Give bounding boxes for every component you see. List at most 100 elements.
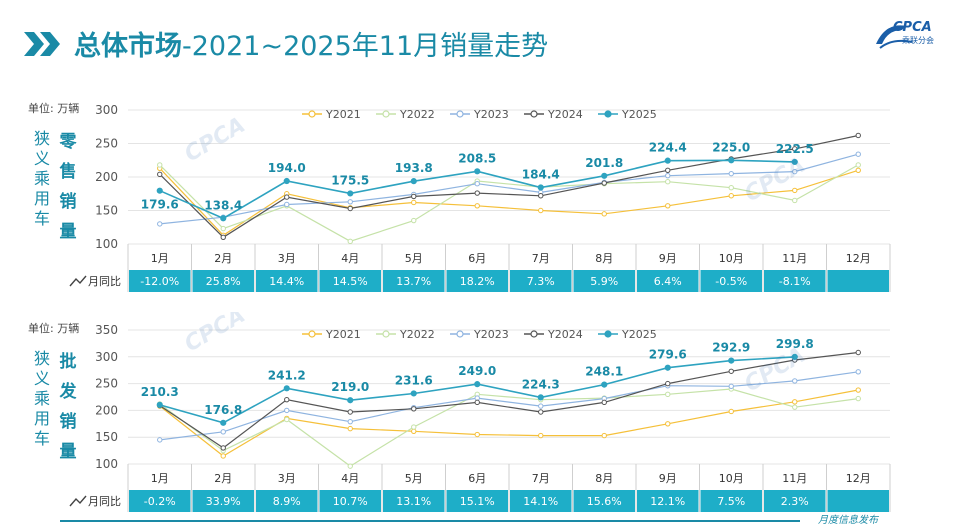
data-point-y2022 — [347, 238, 353, 245]
legend-swatch-marker — [604, 330, 612, 338]
data-point-y2025 — [601, 172, 608, 179]
data-point-y2025 — [791, 158, 798, 166]
data-label: 179.6 — [141, 198, 179, 212]
yoy-value: 25.8% — [206, 275, 241, 288]
yoy-value: 10.7% — [333, 495, 368, 508]
data-point-y2025 — [537, 394, 544, 401]
data-point-y2021 — [728, 193, 734, 199]
yoy-cell — [446, 490, 508, 512]
yoy-value: 13.7% — [396, 275, 431, 288]
y-tick-label: 250 — [95, 377, 118, 391]
watermark-text: CPCA — [181, 113, 250, 167]
data-point-y2024 — [157, 171, 163, 178]
legend-swatch-marker — [382, 330, 390, 338]
retail-panel: 单位: 万辆狭义乘用车 零售销量 100 150 200 250 300 1月 2月 3月 4月 5月… — [0, 92, 955, 294]
yoy-value: -8.1% — [779, 275, 811, 288]
title-bar: 总体市场-2021~2025年11月销量走势 CPCA 乘联分会 — [0, 0, 955, 72]
data-point-y2024 — [728, 368, 734, 374]
data-point-y2023 — [157, 221, 163, 227]
x-tick-label: 5月 — [405, 252, 423, 265]
data-point-y2021 — [474, 431, 480, 438]
x-tick-label: 12月 — [846, 252, 871, 265]
y-tick-label: 100 — [95, 237, 118, 251]
data-point-y2021 — [538, 432, 544, 439]
yoy-value: 7.5% — [717, 495, 745, 508]
yoy-value: 15.6% — [587, 495, 622, 508]
yoy-cell — [319, 490, 381, 512]
legend-label: Y2024 — [547, 108, 583, 121]
logo-text: CPCA — [893, 20, 932, 35]
data-point-y2024 — [347, 205, 353, 212]
data-point-y2022 — [411, 424, 417, 430]
data-point-y2024 — [601, 180, 607, 186]
data-point-y2025 — [728, 357, 735, 364]
data-point-y2024 — [538, 409, 544, 415]
data-point-y2023 — [855, 151, 861, 157]
data-point-y2024 — [855, 132, 861, 139]
side-label-char: 义 — [34, 369, 50, 388]
series-line-y2024 — [159, 351, 859, 449]
data-point-y2024 — [411, 193, 417, 200]
yoy-label: 月同比 — [88, 495, 121, 508]
data-point-y2022 — [665, 391, 671, 398]
x-tick-label: 1月 — [151, 252, 169, 265]
side-label-char: 车 — [34, 429, 50, 448]
data-point-y2025 — [601, 381, 608, 388]
data-point-y2021 — [538, 207, 544, 214]
data-label: 224.4 — [649, 141, 687, 155]
yoy-cell — [637, 490, 699, 512]
data-point-y2021 — [601, 211, 607, 217]
data-label: 176.8 — [204, 403, 242, 417]
footer-text: 月度信息发布 — [818, 515, 878, 526]
x-tick-label: 8月 — [595, 472, 613, 485]
data-point-y2024 — [792, 146, 798, 152]
chart-title-char: 销 — [60, 411, 77, 432]
series-line-y2022 — [159, 164, 859, 242]
page-title: 总体市场-2021~2025年11月销量走势 — [74, 24, 548, 63]
data-point-y2021 — [220, 453, 226, 459]
side-label-char: 用 — [34, 409, 50, 428]
y-tick-label: 350 — [95, 323, 118, 337]
chart-title-char: 量 — [60, 221, 77, 242]
logo-subtext: 乘联分会 — [902, 36, 934, 45]
y-tick-label: 200 — [95, 170, 118, 184]
yoy-cell — [192, 270, 254, 292]
legend-label: Y2021 — [325, 108, 361, 121]
series-line-y2022 — [159, 388, 859, 467]
yoy-value: 5.9% — [590, 275, 618, 288]
legend-label: Y2022 — [399, 328, 435, 341]
yoy-cell — [573, 490, 635, 512]
yoy-cell — [256, 270, 318, 292]
y-tick-label: 100 — [95, 457, 118, 471]
data-point-y2025 — [156, 401, 163, 408]
x-tick-label: 8月 — [595, 252, 613, 265]
data-point-y2023 — [220, 429, 226, 435]
legend-swatch-marker — [456, 330, 464, 338]
data-point-y2023 — [284, 201, 290, 208]
yoy-value: 33.9% — [206, 495, 241, 508]
data-point-y2024 — [665, 167, 671, 174]
side-label-char: 乘 — [34, 389, 50, 408]
yoy-value: 18.2% — [460, 275, 495, 288]
yoy-value: 8.9% — [273, 495, 301, 508]
data-point-y2023 — [474, 395, 480, 401]
data-point-y2024 — [411, 406, 417, 412]
data-point-y2022 — [792, 404, 798, 410]
watermark-text: CPCA — [741, 343, 810, 397]
data-label: 248.1 — [585, 365, 623, 379]
data-point-y2022 — [157, 162, 163, 168]
series-line-y2021 — [159, 167, 859, 237]
yoy-value: -12.0% — [140, 275, 179, 288]
data-point-y2023 — [792, 168, 798, 175]
data-point-y2022 — [284, 416, 290, 423]
data-label: 138.4 — [204, 198, 242, 212]
y-tick-label: 150 — [95, 204, 118, 218]
yoy-cell — [256, 490, 318, 512]
data-label: 225.0 — [712, 140, 750, 154]
data-point-y2023 — [347, 199, 353, 205]
legend-label: Y2021 — [325, 328, 361, 341]
watermark-text: CPCA — [181, 312, 250, 357]
side-label-char: 乘 — [34, 169, 50, 188]
legend-label: Y2023 — [473, 328, 509, 341]
data-point-y2023 — [855, 369, 861, 375]
